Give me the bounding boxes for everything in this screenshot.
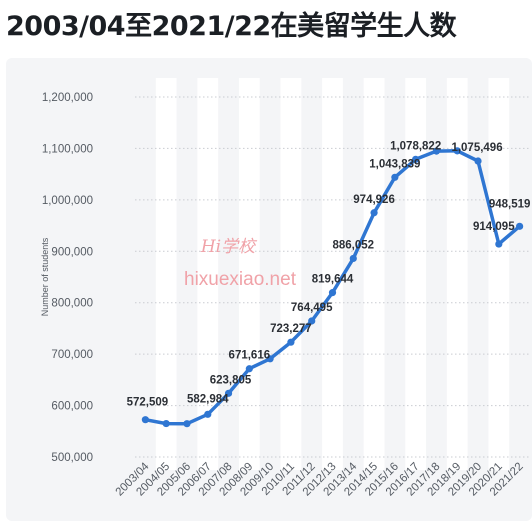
data-point bbox=[370, 209, 378, 217]
data-point bbox=[183, 420, 191, 428]
data-point bbox=[432, 147, 441, 155]
data-point bbox=[204, 410, 212, 418]
column-band bbox=[446, 78, 468, 470]
data-label: 582,984 bbox=[187, 393, 229, 405]
data-point bbox=[308, 317, 316, 325]
y-tick-label: 900,000 bbox=[51, 246, 93, 258]
y-axis-tick-labels: 500,000 600,000 700,000 800,000 900,000 1,000… bbox=[42, 92, 93, 464]
data-label: 886,052 bbox=[333, 239, 375, 251]
data-label: 671,616 bbox=[229, 350, 271, 362]
data-label: 914,095 bbox=[473, 221, 515, 233]
data-point bbox=[224, 389, 233, 397]
watermark-text: hixuexiao.net bbox=[184, 269, 297, 290]
watermark: Hi学校 hixuexiao.net bbox=[184, 237, 297, 290]
data-label: 572,509 bbox=[127, 397, 169, 409]
column-band bbox=[238, 78, 260, 470]
column-band bbox=[488, 78, 510, 470]
column-band bbox=[363, 78, 385, 470]
data-label: 974,926 bbox=[353, 194, 395, 206]
y-tick-label: 700,000 bbox=[51, 349, 93, 361]
y-tick-label: 600,000 bbox=[51, 401, 93, 413]
y-tick-label: 1,000,000 bbox=[42, 195, 93, 207]
y-tick-label: 1,200,000 bbox=[42, 92, 93, 104]
column-band bbox=[322, 78, 343, 470]
y-axis-label: Number of students bbox=[40, 237, 50, 316]
data-point bbox=[391, 173, 399, 181]
data-point bbox=[453, 147, 461, 155]
column-band bbox=[280, 78, 302, 470]
data-point bbox=[141, 416, 149, 424]
data-point bbox=[266, 355, 274, 363]
data-point bbox=[516, 222, 524, 230]
y-tick-label: 800,000 bbox=[51, 298, 93, 310]
data-points bbox=[141, 147, 524, 428]
column-band bbox=[155, 78, 177, 470]
data-label: 764,495 bbox=[291, 302, 333, 314]
data-labels: 572,509 582,984 623,805 671,616 723,277 764,4… bbox=[127, 140, 531, 408]
data-point bbox=[162, 419, 170, 428]
data-point bbox=[245, 365, 253, 373]
data-label: 623,805 bbox=[210, 374, 252, 386]
data-point bbox=[287, 338, 295, 346]
data-label: 948,519 bbox=[489, 198, 531, 210]
column-band bbox=[197, 78, 219, 470]
gridlines bbox=[135, 96, 530, 458]
data-label: 819,644 bbox=[312, 274, 354, 286]
data-point bbox=[474, 157, 482, 165]
y-tick-label: 500,000 bbox=[51, 452, 93, 464]
data-point bbox=[328, 289, 337, 297]
page-title: 2003/04至2021/22在美留学生人数 bbox=[6, 11, 457, 42]
chart-card: 500,000 600,000 700,000 800,000 900,000 1,000… bbox=[6, 58, 532, 521]
data-point bbox=[495, 240, 503, 248]
alternating-column-bands bbox=[155, 78, 510, 470]
data-label: 1,043,839 bbox=[369, 158, 420, 170]
column-band bbox=[405, 78, 427, 470]
data-label: 1,075,496 bbox=[451, 142, 502, 154]
data-label: 723,277 bbox=[270, 323, 312, 335]
data-point bbox=[412, 155, 420, 163]
watermark-logo: Hi学校 bbox=[200, 237, 258, 257]
data-point bbox=[349, 254, 357, 263]
data-label: 1,078,822 bbox=[390, 140, 441, 152]
y-tick-label: 1,100,000 bbox=[42, 143, 93, 155]
line-chart: 500,000 600,000 700,000 800,000 900,000 1,000… bbox=[40, 78, 531, 499]
